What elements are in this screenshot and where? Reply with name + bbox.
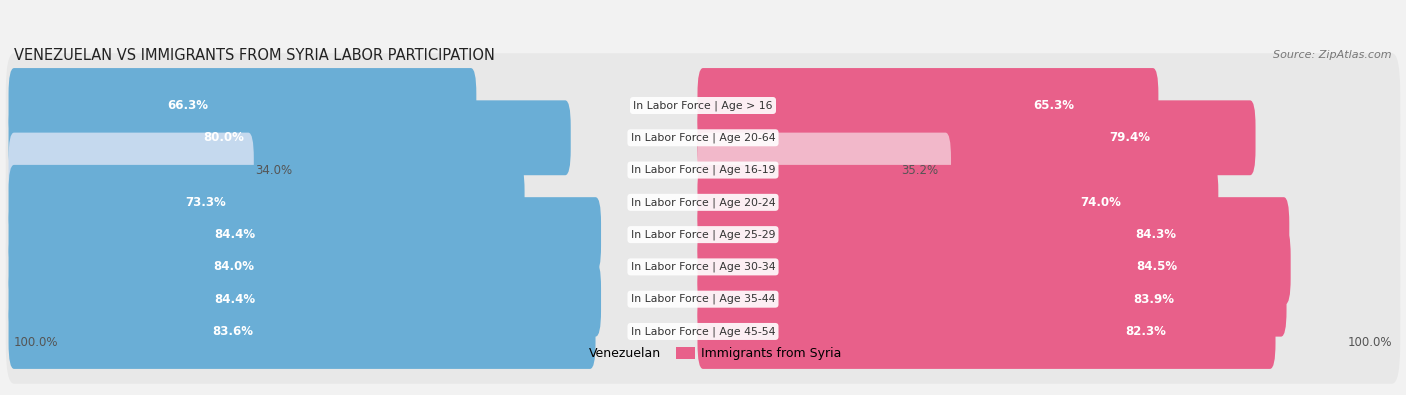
- FancyBboxPatch shape: [8, 68, 477, 143]
- Text: 74.0%: 74.0%: [1080, 196, 1121, 209]
- FancyBboxPatch shape: [6, 279, 1400, 384]
- Text: 100.0%: 100.0%: [1347, 336, 1392, 349]
- FancyBboxPatch shape: [6, 118, 1400, 222]
- Legend: Venezuelan, Immigrants from Syria: Venezuelan, Immigrants from Syria: [560, 342, 846, 365]
- FancyBboxPatch shape: [6, 53, 1400, 158]
- FancyBboxPatch shape: [8, 100, 571, 175]
- Text: In Labor Force | Age 30-34: In Labor Force | Age 30-34: [631, 261, 775, 272]
- Text: 82.3%: 82.3%: [1125, 325, 1166, 338]
- Text: Source: ZipAtlas.com: Source: ZipAtlas.com: [1274, 51, 1392, 60]
- FancyBboxPatch shape: [697, 68, 1159, 143]
- FancyBboxPatch shape: [8, 133, 254, 207]
- Text: In Labor Force | Age > 16: In Labor Force | Age > 16: [633, 100, 773, 111]
- Text: In Labor Force | Age 45-54: In Labor Force | Age 45-54: [631, 326, 775, 337]
- FancyBboxPatch shape: [6, 85, 1400, 190]
- Text: 84.4%: 84.4%: [215, 228, 256, 241]
- Text: 84.4%: 84.4%: [215, 293, 256, 306]
- Text: In Labor Force | Age 35-44: In Labor Force | Age 35-44: [631, 294, 775, 305]
- Text: 79.4%: 79.4%: [1109, 131, 1150, 144]
- FancyBboxPatch shape: [697, 262, 1286, 337]
- FancyBboxPatch shape: [697, 229, 1291, 304]
- FancyBboxPatch shape: [697, 100, 1256, 175]
- Text: 84.0%: 84.0%: [214, 260, 254, 273]
- Text: 84.3%: 84.3%: [1136, 228, 1177, 241]
- Text: 83.6%: 83.6%: [212, 325, 253, 338]
- Text: 35.2%: 35.2%: [901, 164, 939, 177]
- Text: 65.3%: 65.3%: [1033, 99, 1074, 112]
- FancyBboxPatch shape: [6, 150, 1400, 255]
- FancyBboxPatch shape: [8, 165, 524, 240]
- FancyBboxPatch shape: [8, 197, 600, 272]
- Text: In Labor Force | Age 16-19: In Labor Force | Age 16-19: [631, 165, 775, 175]
- Text: 34.0%: 34.0%: [256, 164, 292, 177]
- Text: 100.0%: 100.0%: [14, 336, 59, 349]
- FancyBboxPatch shape: [697, 294, 1275, 369]
- Text: 73.3%: 73.3%: [186, 196, 226, 209]
- FancyBboxPatch shape: [697, 165, 1219, 240]
- FancyBboxPatch shape: [697, 133, 950, 207]
- Text: 66.3%: 66.3%: [167, 99, 208, 112]
- FancyBboxPatch shape: [6, 247, 1400, 352]
- Text: 83.9%: 83.9%: [1133, 293, 1174, 306]
- FancyBboxPatch shape: [8, 262, 600, 337]
- Text: VENEZUELAN VS IMMIGRANTS FROM SYRIA LABOR PARTICIPATION: VENEZUELAN VS IMMIGRANTS FROM SYRIA LABO…: [14, 48, 495, 63]
- FancyBboxPatch shape: [8, 294, 596, 369]
- Text: 80.0%: 80.0%: [202, 131, 243, 144]
- FancyBboxPatch shape: [8, 229, 599, 304]
- Text: In Labor Force | Age 20-64: In Labor Force | Age 20-64: [631, 133, 775, 143]
- Text: 84.5%: 84.5%: [1136, 260, 1178, 273]
- FancyBboxPatch shape: [697, 197, 1289, 272]
- Text: In Labor Force | Age 20-24: In Labor Force | Age 20-24: [631, 197, 775, 208]
- Text: In Labor Force | Age 25-29: In Labor Force | Age 25-29: [631, 229, 775, 240]
- FancyBboxPatch shape: [6, 214, 1400, 319]
- FancyBboxPatch shape: [6, 182, 1400, 287]
